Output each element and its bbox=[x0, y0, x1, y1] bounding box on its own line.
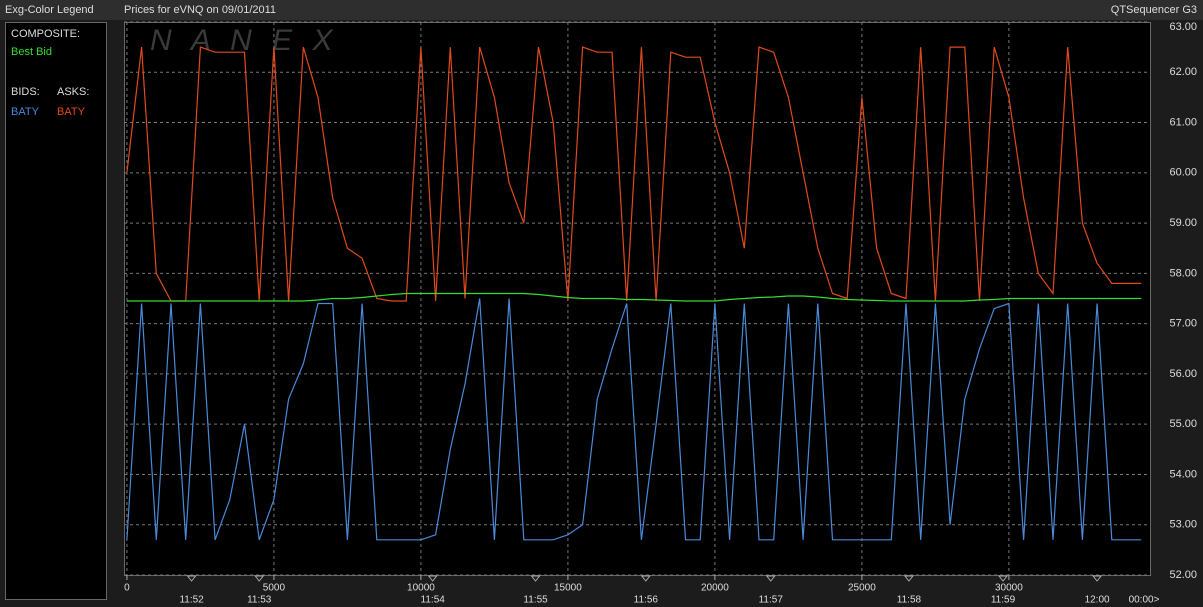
y-tick-label: 57.00 bbox=[1169, 318, 1197, 330]
legend-heading: BIDS: bbox=[11, 86, 40, 98]
legend-entry: BATY bbox=[11, 106, 40, 118]
time-tick-marker bbox=[903, 575, 914, 582]
series-line bbox=[126, 298, 1142, 541]
time-tick-marker bbox=[530, 575, 541, 582]
time-tick-marker bbox=[254, 575, 265, 582]
header-bar bbox=[0, 0, 1203, 20]
x-tick-label: 0 bbox=[124, 583, 130, 594]
time-tick-marker bbox=[427, 575, 438, 582]
y-tick-label: 55.00 bbox=[1169, 418, 1197, 430]
time-tick-label: 11:55 bbox=[523, 595, 548, 606]
x-tick-label: 5000 bbox=[263, 583, 286, 594]
legend-heading: COMPOSITE: bbox=[11, 28, 80, 40]
end-label: 00:00> bbox=[1129, 595, 1160, 606]
time-tick-label: 11:59 bbox=[991, 595, 1016, 606]
series-line bbox=[126, 292, 1142, 302]
y-tick-label: 54.00 bbox=[1169, 468, 1197, 480]
time-tick-label: 11:54 bbox=[421, 595, 446, 606]
time-tick-marker bbox=[765, 575, 776, 582]
chart-title: Prices for eVNQ on 09/01/2011 bbox=[124, 4, 276, 16]
header-left: Exg-Color Legend bbox=[5, 4, 94, 16]
x-tick-label: 30000 bbox=[995, 583, 1023, 594]
legend-entry: Best Bid bbox=[11, 46, 52, 58]
y-tick-label: 52.00 bbox=[1169, 569, 1197, 581]
y-tick-label: 53.00 bbox=[1169, 519, 1197, 531]
time-tick-marker bbox=[186, 575, 197, 582]
time-tick-marker bbox=[640, 575, 651, 582]
time-tick-label: 11:53 bbox=[247, 595, 272, 606]
time-tick-label: 11:52 bbox=[179, 595, 204, 606]
y-tick-label: 58.00 bbox=[1169, 267, 1197, 279]
legend-entry: BATY bbox=[57, 106, 86, 118]
y-tick-label: 63.00 bbox=[1169, 21, 1197, 33]
time-tick-label: 11:57 bbox=[759, 595, 784, 606]
time-tick-marker bbox=[1092, 575, 1103, 582]
x-tick-label: 20000 bbox=[701, 583, 729, 594]
y-tick-label: 61.00 bbox=[1169, 116, 1197, 128]
time-tick-label: 12:00 bbox=[1085, 595, 1110, 606]
watermark: N A N E X bbox=[150, 24, 338, 57]
x-tick-label: 15000 bbox=[554, 583, 582, 594]
y-tick-label: 56.00 bbox=[1169, 368, 1197, 380]
time-tick-label: 11:56 bbox=[634, 595, 659, 606]
y-tick-label: 60.00 bbox=[1169, 167, 1197, 179]
series-line bbox=[126, 46, 1142, 302]
legend-heading: ASKS: bbox=[57, 86, 89, 98]
header-right: QTSequencer G3 bbox=[1111, 4, 1197, 16]
y-tick-label: 62.00 bbox=[1169, 66, 1197, 78]
time-tick-marker bbox=[997, 575, 1009, 582]
x-tick-label: 25000 bbox=[848, 583, 876, 594]
y-tick-label: 59.00 bbox=[1169, 217, 1197, 229]
legend-panel bbox=[5, 22, 107, 600]
x-tick-label: 10000 bbox=[407, 583, 435, 594]
time-tick-label: 11:58 bbox=[897, 595, 922, 606]
